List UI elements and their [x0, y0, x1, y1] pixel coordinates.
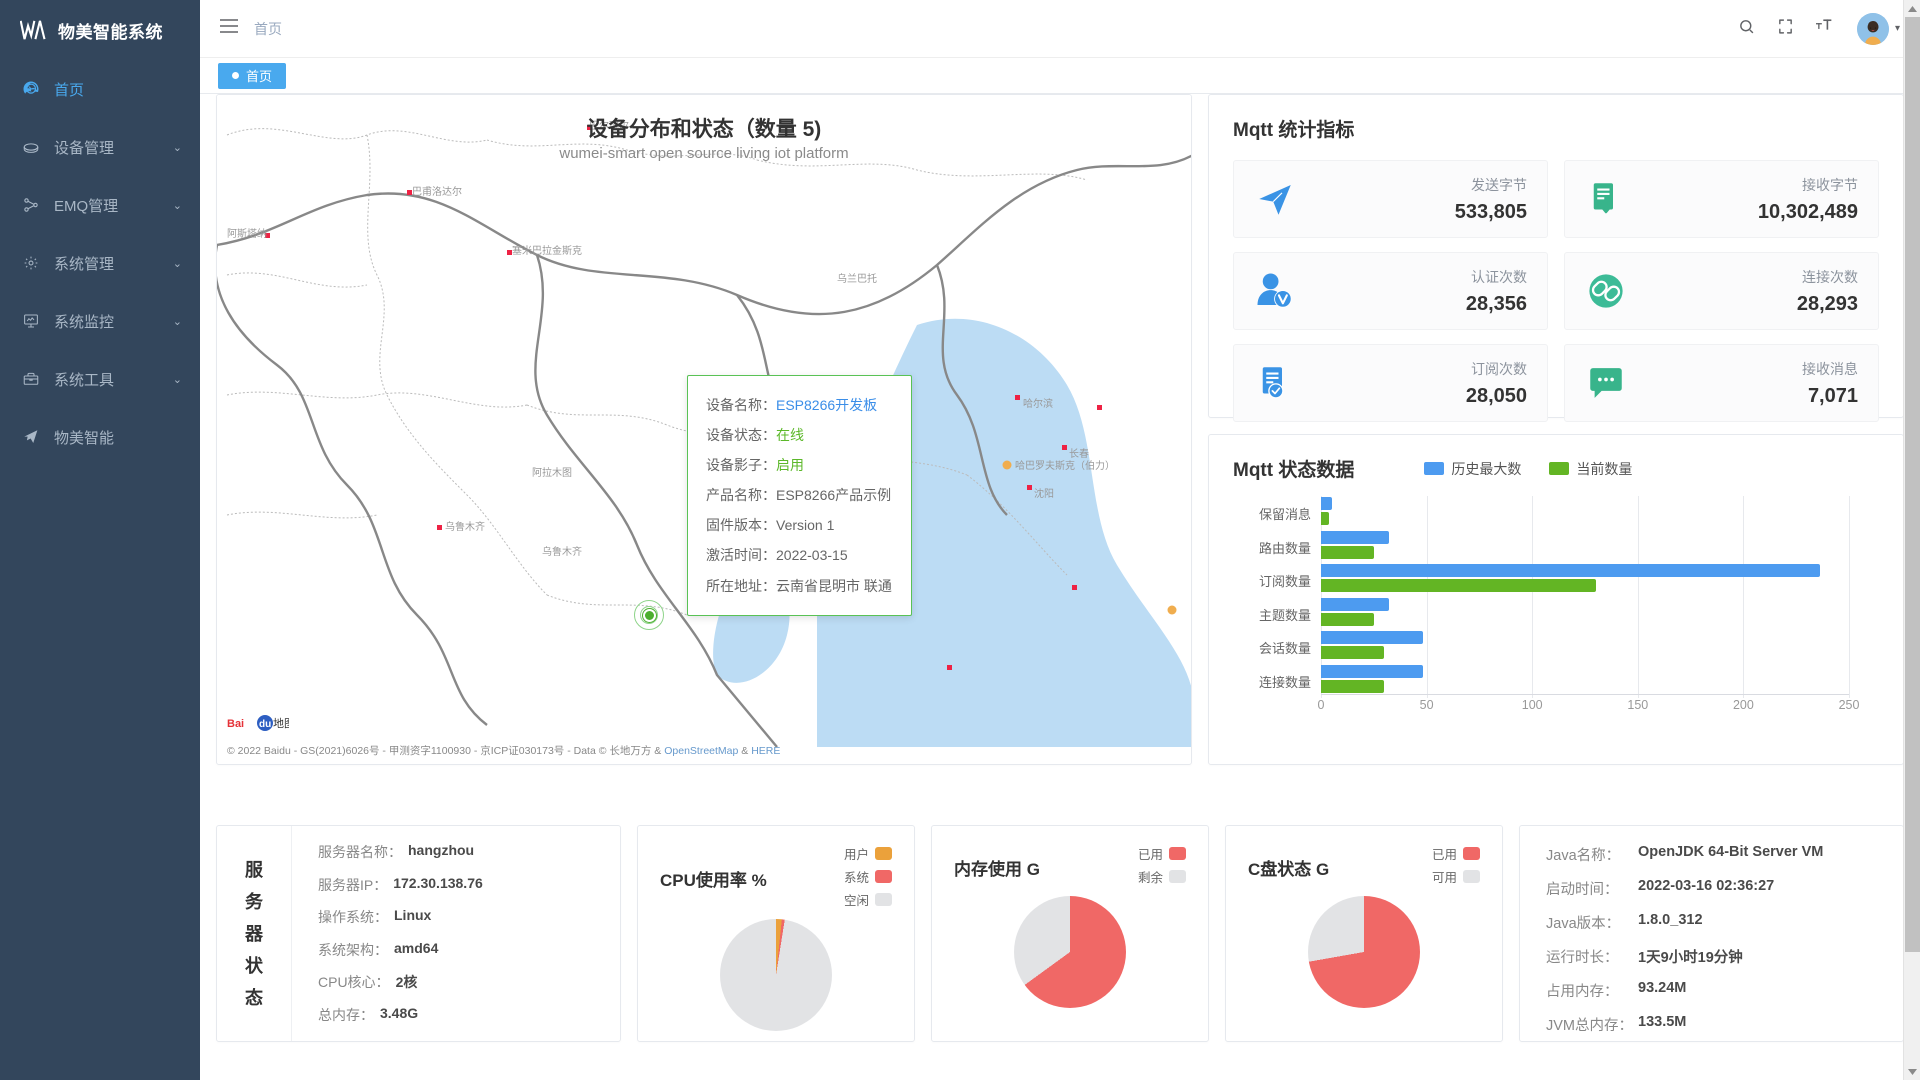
svg-text:du: du — [259, 719, 271, 730]
svg-text:Bai: Bai — [227, 718, 244, 730]
svg-text:地图: 地图 — [273, 717, 289, 730]
